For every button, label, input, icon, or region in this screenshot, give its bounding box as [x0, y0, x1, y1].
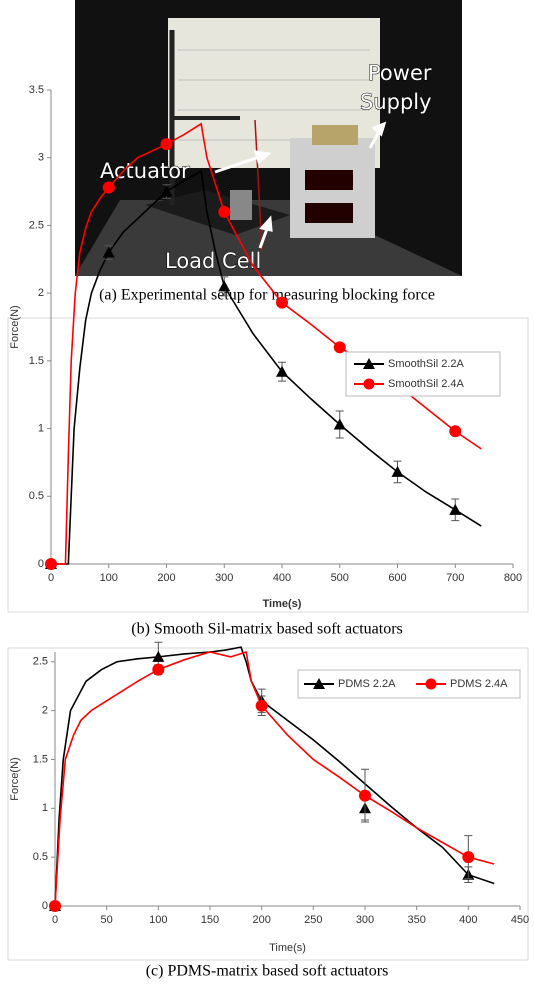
caption: (b) Smooth Sil-matrix based soft actuato… — [131, 621, 403, 638]
marker — [333, 418, 346, 430]
photo: Power Supply Actuator Load Cell — [75, 0, 462, 276]
marker — [152, 663, 165, 676]
legend-marker — [425, 678, 437, 690]
arrows — [214, 121, 387, 249]
x-tick-label: 300 — [356, 914, 374, 926]
y-tick-label: 2 — [38, 287, 44, 299]
marker — [391, 465, 404, 477]
marker — [218, 205, 231, 218]
chart-frame — [7, 317, 529, 613]
marker — [462, 851, 475, 864]
marker — [49, 900, 61, 912]
y-axis-label: Force(N) — [9, 305, 21, 348]
x-tick-label: 600 — [388, 572, 406, 584]
marker — [160, 185, 173, 197]
y-tick-label: 1 — [42, 802, 48, 814]
marker — [218, 280, 231, 292]
legend-label: PDMS 2.4A — [450, 678, 508, 690]
y-tick-label: 3.5 — [29, 84, 44, 96]
photo-label: Load Cell — [165, 249, 261, 273]
legend-box — [297, 669, 521, 699]
marker — [102, 181, 115, 194]
legend-label: PDMS 2.2A — [338, 678, 396, 690]
x-tick-label: 300 — [215, 572, 233, 584]
caption: (c) PDMS-matrix based soft actuators — [146, 963, 389, 980]
series-line — [51, 170, 482, 565]
display — [305, 203, 353, 223]
y-tick-label: 2.5 — [29, 219, 44, 231]
y-tick-label: 0 — [42, 900, 48, 912]
series-line — [54, 650, 495, 907]
x-tick-label: 0 — [52, 914, 58, 926]
marker — [449, 425, 462, 438]
x-tick-label: 400 — [459, 914, 477, 926]
display — [305, 170, 353, 190]
stand-base — [145, 190, 290, 235]
x-tick-label: 350 — [407, 914, 425, 926]
optical-table — [75, 200, 462, 276]
x-axis-label: Time(s) — [263, 598, 302, 610]
x-axis-label: Time(s) — [269, 942, 306, 954]
legend-marker — [363, 358, 375, 369]
marker — [276, 365, 288, 377]
x-tick-label: 200 — [157, 572, 175, 584]
legend-marker — [363, 378, 375, 390]
y-tick-label: 2 — [42, 705, 48, 717]
y-tick-label: 1 — [38, 422, 44, 434]
y-tick-label: 1.5 — [33, 753, 48, 765]
x-tick-label: 100 — [100, 572, 118, 584]
x-tick-label: 400 — [273, 572, 291, 584]
y-tick-label: 3 — [38, 152, 44, 164]
caption: (a) Experimental setup for measuring blo… — [99, 287, 435, 304]
y-axis-label: Force(N) — [9, 757, 21, 800]
marker — [152, 650, 165, 662]
x-tick-label: 450 — [511, 914, 529, 926]
marker — [276, 296, 288, 309]
marker — [160, 138, 173, 151]
x-tick-label: 700 — [446, 572, 464, 584]
marker — [333, 341, 346, 354]
y-tick-label: 0.5 — [33, 851, 48, 863]
y-tick-label: 1.5 — [29, 355, 44, 367]
y-tick-label: 0.5 — [29, 490, 44, 502]
y-tick-label: 0 — [38, 558, 44, 570]
legend-marker — [313, 678, 325, 689]
timer — [312, 125, 358, 145]
x-tick-label: 500 — [331, 572, 349, 584]
series-line — [54, 646, 495, 907]
x-tick-label: 50 — [101, 914, 113, 926]
x-tick-label: 150 — [201, 914, 219, 926]
photo-label: Actuator — [100, 159, 190, 183]
marker — [359, 789, 371, 802]
y-tick-label: 2.5 — [33, 656, 48, 668]
load-cell — [230, 190, 252, 220]
marker — [449, 503, 462, 515]
marker — [102, 246, 115, 258]
x-tick-label: 800 — [504, 572, 522, 584]
photo-label: Power — [368, 61, 432, 85]
marker — [255, 699, 268, 712]
marker — [45, 558, 57, 570]
legend-label: SmoothSil 2.2A — [388, 358, 464, 370]
x-tick-label: 100 — [149, 914, 167, 926]
x-tick-label: 250 — [304, 914, 322, 926]
x-tick-label: 200 — [252, 914, 270, 926]
chart-frame — [7, 647, 529, 961]
x-tick-label: 0 — [48, 572, 54, 584]
photo-label: Supply — [360, 90, 432, 114]
legend-label: SmoothSil 2.4A — [388, 378, 464, 390]
